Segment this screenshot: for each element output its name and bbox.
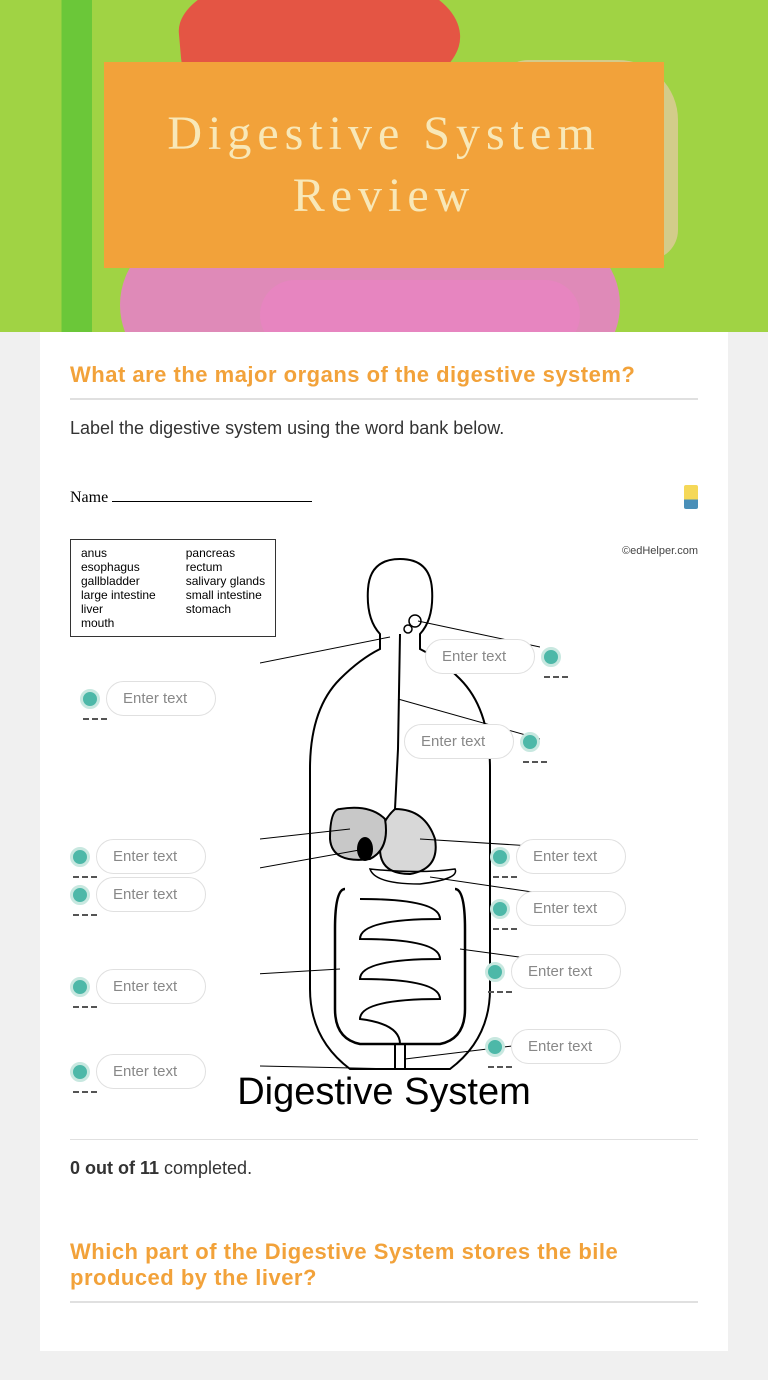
label-text-field[interactable]: Enter text — [96, 969, 206, 1004]
label-dot-icon — [490, 899, 510, 919]
label-text-field[interactable]: Enter text — [96, 877, 206, 912]
label-input-4[interactable]: Enter text — [70, 839, 206, 874]
label-text-field[interactable]: Enter text — [516, 891, 626, 926]
diagram-title: Digestive System — [70, 1071, 698, 1114]
label-dot-icon — [70, 977, 90, 997]
label-dot-icon — [80, 689, 100, 709]
word-bank-item: liver — [81, 602, 156, 616]
diagram-area: Name ©edHelper.com anusesophagusgallblad… — [70, 469, 698, 1109]
label-dot-icon — [490, 847, 510, 867]
title-box: Digestive System Review — [104, 62, 664, 268]
word-bank: anusesophagusgallbladderlarge intestinel… — [70, 539, 276, 637]
label-dot-icon — [485, 1037, 505, 1057]
helper-icon — [684, 485, 698, 509]
label-dot-icon — [485, 962, 505, 982]
label-dot-icon — [70, 847, 90, 867]
credit-text: ©edHelper.com — [622, 545, 698, 557]
word-bank-item: esophagus — [81, 560, 156, 574]
label-input-9[interactable]: Enter text — [70, 969, 206, 1004]
label-input-8[interactable]: Enter text — [485, 954, 621, 989]
label-dot-icon — [520, 732, 540, 752]
progress-count: 0 out of 11 — [70, 1158, 159, 1178]
label-input-2[interactable]: Enter text — [80, 681, 216, 716]
word-bank-item: large intestine — [81, 588, 156, 602]
label-input-10[interactable]: Enter text — [485, 1029, 621, 1064]
word-bank-item: mouth — [81, 616, 156, 630]
body-diagram — [260, 549, 540, 1089]
label-input-6[interactable]: Enter text — [70, 877, 206, 912]
label-dot-icon — [541, 647, 561, 667]
question1-heading: What are the major organs of the digesti… — [70, 362, 698, 400]
label-text-field[interactable]: Enter text — [106, 681, 216, 716]
header-banner: Digestive System Review — [0, 0, 768, 332]
label-input-3[interactable]: Enter text — [404, 724, 540, 759]
word-bank-item: stomach — [186, 602, 265, 616]
label-text-field[interactable]: Enter text — [511, 1029, 621, 1064]
progress-suffix: completed. — [159, 1158, 252, 1178]
word-bank-item: pancreas — [186, 546, 265, 560]
label-input-1[interactable]: Enter text — [425, 639, 561, 674]
word-bank-item: gallbladder — [81, 574, 156, 588]
question2-heading: Which part of the Digestive System store… — [70, 1239, 698, 1303]
progress-indicator: 0 out of 11 completed. — [70, 1139, 698, 1179]
label-input-7[interactable]: Enter text — [490, 891, 626, 926]
word-bank-item: small intestine — [186, 588, 265, 602]
label-input-5[interactable]: Enter text — [490, 839, 626, 874]
page-title: Digestive System Review — [124, 103, 644, 228]
word-bank-item: rectum — [186, 560, 265, 574]
name-field-label: Name — [70, 489, 312, 507]
label-text-field[interactable]: Enter text — [96, 839, 206, 874]
label-text-field[interactable]: Enter text — [511, 954, 621, 989]
label-text-field[interactable]: Enter text — [404, 724, 514, 759]
organ-decoration — [260, 280, 580, 332]
label-dot-icon — [70, 885, 90, 905]
label-text-field[interactable]: Enter text — [516, 839, 626, 874]
word-bank-item: salivary glands — [186, 574, 265, 588]
content-card: What are the major organs of the digesti… — [40, 332, 728, 1351]
label-text-field[interactable]: Enter text — [425, 639, 535, 674]
question1-instruction: Label the digestive system using the wor… — [70, 418, 698, 439]
word-bank-item: anus — [81, 546, 156, 560]
